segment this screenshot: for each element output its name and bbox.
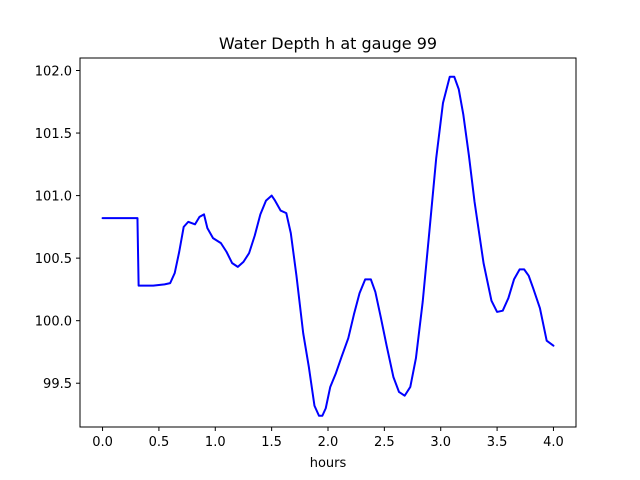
- x-axis-label: hours: [310, 456, 347, 471]
- x-tick-label: 3.0: [430, 435, 451, 450]
- x-tick-label: 0.0: [92, 435, 113, 450]
- x-tick-label: 1.5: [261, 435, 282, 450]
- x-tick-label: 2.0: [318, 435, 339, 450]
- chart-title: Water Depth h at gauge 99: [219, 34, 437, 53]
- series-line-0: [101, 75, 555, 417]
- axes: 0.0 0.5 1.0 1.5 2.0 2.5 3.0 3.5 4.0 99.5 100.0 100.…: [35, 57, 577, 450]
- y-tick-label: 101.5: [35, 127, 72, 142]
- y-tick-label: 101.0: [35, 190, 72, 205]
- x-tick-label: 4.0: [543, 435, 564, 450]
- x-tick-label: 2.5: [374, 435, 395, 450]
- x-tick-label: 0.5: [149, 435, 170, 450]
- x-tick-label: 1.0: [205, 435, 226, 450]
- y-tick-label: 100.5: [35, 252, 72, 267]
- plot-area: [101, 75, 555, 417]
- y-tick-label: 99.5: [43, 377, 72, 392]
- y-tick-label: 100.0: [35, 315, 72, 330]
- x-tick-label: 3.5: [487, 435, 508, 450]
- y-tick-label: 102.0: [35, 65, 72, 80]
